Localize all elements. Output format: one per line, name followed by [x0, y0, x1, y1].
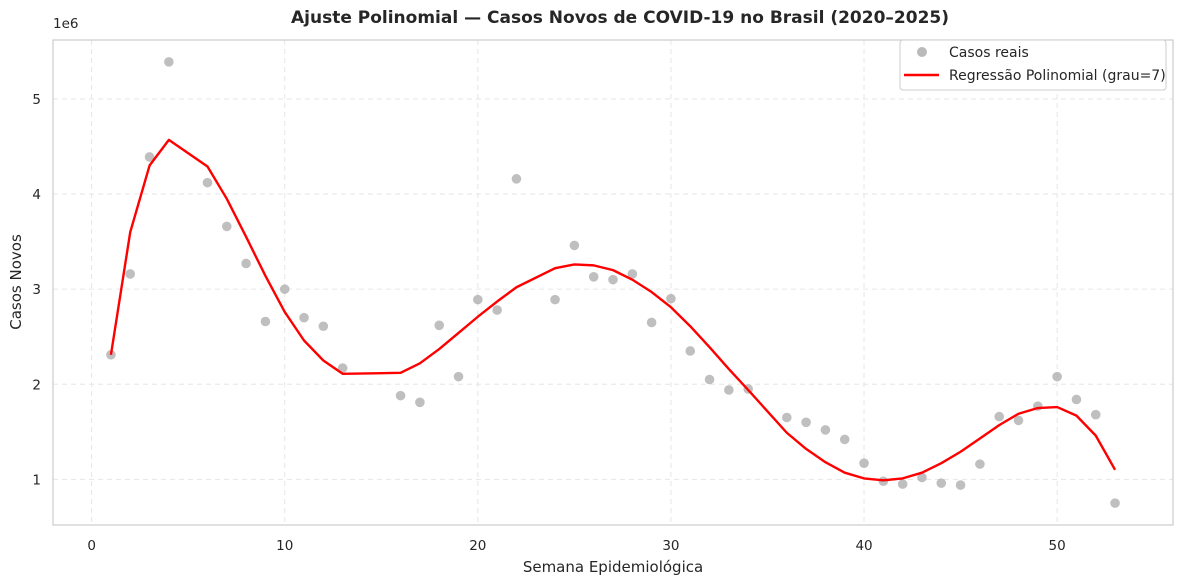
- data-point: [492, 305, 502, 315]
- data-point: [125, 269, 136, 279]
- chart-title: Ajuste Polinomial — Casos Novos de COVID…: [291, 8, 949, 28]
- grid: [53, 40, 1173, 525]
- y-tick-label: 5: [32, 92, 41, 108]
- data-point: [1110, 498, 1120, 508]
- legend-label-scatter: Casos reais: [949, 45, 1029, 61]
- data-point: [608, 274, 618, 285]
- data-point: [646, 317, 657, 328]
- data-point: [724, 385, 734, 395]
- y-axis-label: Casos Novos: [7, 234, 25, 330]
- data-point: [994, 411, 1005, 422]
- data-point: [202, 177, 213, 188]
- scatter-series: [106, 57, 1120, 508]
- data-point: [453, 371, 464, 382]
- regression-line: [109, 138, 1117, 482]
- data-point: [588, 271, 599, 282]
- y-tick-label: 3: [32, 282, 41, 298]
- data-point: [241, 258, 251, 269]
- data-point: [704, 374, 715, 385]
- x-tick-label: 0: [87, 538, 96, 554]
- data-point: [318, 321, 329, 332]
- x-axis-ticks: 0 10 20 30 40 50: [87, 538, 1065, 554]
- data-point: [917, 472, 927, 483]
- data-point: [395, 390, 406, 401]
- data-point: [897, 479, 908, 489]
- y-tick-label: 2: [32, 377, 41, 393]
- data-point: [337, 363, 348, 373]
- data-point: [299, 312, 309, 323]
- data-point: [859, 458, 869, 468]
- y-tick-label: 4: [32, 187, 41, 203]
- data-point: [260, 316, 271, 327]
- data-point: [279, 284, 290, 294]
- x-tick-label: 40: [855, 538, 872, 554]
- data-point: [434, 320, 445, 331]
- legend-marker-scatter: [917, 47, 927, 57]
- data-point: [781, 412, 792, 423]
- data-point: [975, 459, 985, 469]
- data-point: [1052, 371, 1062, 382]
- data-point: [511, 174, 522, 184]
- data-point: [685, 346, 696, 356]
- y-tick-label: 1: [32, 472, 41, 488]
- data-point: [164, 57, 174, 67]
- data-point: [839, 434, 850, 445]
- x-tick-label: 50: [1049, 538, 1066, 554]
- data-point: [801, 417, 811, 428]
- plot-frame: [52, 39, 1174, 526]
- data-point: [936, 478, 947, 488]
- data-point: [820, 425, 831, 435]
- data-point: [473, 294, 483, 305]
- data-point: [627, 269, 638, 279]
- data-point: [1071, 394, 1082, 405]
- legend-box: [899, 39, 1167, 91]
- data-point: [666, 293, 676, 304]
- data-point: [144, 152, 155, 162]
- y-offset-label: 1e6: [53, 16, 78, 32]
- legend-label-line: Regressão Polinomial (grau=7): [949, 68, 1166, 84]
- data-point: [550, 294, 560, 305]
- x-tick-label: 30: [662, 538, 679, 554]
- data-point: [1090, 409, 1101, 420]
- data-point: [955, 480, 966, 490]
- x-axis-label: Semana Epidemiológica: [523, 558, 703, 576]
- data-point: [1013, 415, 1024, 426]
- y-axis-ticks: 1 2 3 4 5: [32, 92, 41, 488]
- data-point: [569, 240, 580, 251]
- x-tick-label: 10: [276, 538, 293, 554]
- data-point: [221, 221, 232, 232]
- x-tick-label: 20: [469, 538, 486, 554]
- data-point: [106, 349, 116, 360]
- legend: Casos reais Regressão Polinomial (grau=7…: [899, 39, 1167, 91]
- data-point: [415, 397, 425, 408]
